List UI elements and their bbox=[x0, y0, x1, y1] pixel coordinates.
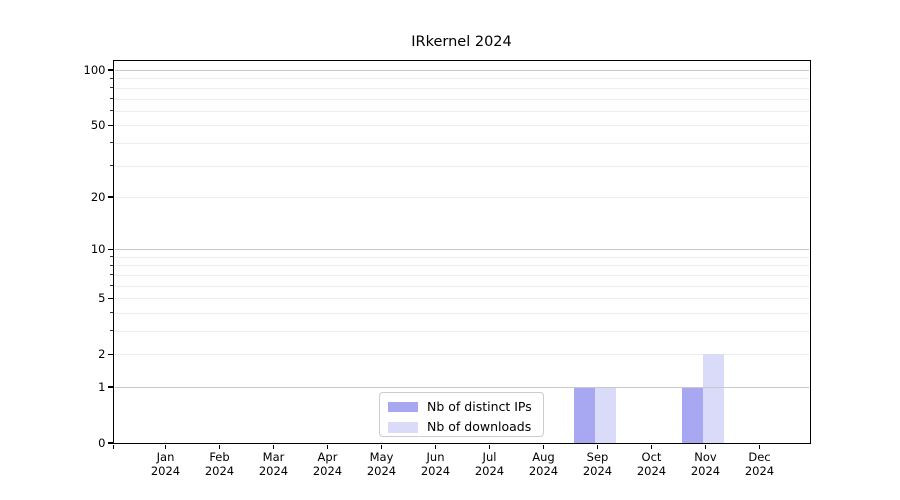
bar bbox=[573, 386, 595, 443]
y-minor-tick bbox=[110, 165, 113, 166]
y-tick-label: 50 bbox=[90, 118, 106, 133]
y-tick-label: 100 bbox=[83, 63, 106, 78]
bar bbox=[595, 386, 617, 443]
gridline-minor bbox=[114, 354, 809, 356]
y-minor-tick bbox=[110, 274, 113, 276]
x-tick bbox=[542, 444, 545, 449]
x-tick-label: Jul 2024 bbox=[474, 450, 505, 478]
x-tick bbox=[596, 444, 599, 449]
x-tick-label: May 2024 bbox=[366, 450, 397, 478]
x-tick bbox=[650, 444, 653, 449]
x-tick-label: Dec 2024 bbox=[744, 450, 775, 478]
gridline-minor bbox=[114, 98, 809, 100]
gridline-minor bbox=[114, 78, 809, 80]
y-tick bbox=[108, 297, 113, 299]
y-minor-tick bbox=[110, 77, 113, 79]
x-tick-label: Feb 2024 bbox=[204, 450, 235, 478]
y-tick-label: 1 bbox=[98, 379, 106, 394]
x-tick-label: Oct 2024 bbox=[636, 450, 667, 478]
gridline-minor bbox=[114, 256, 809, 258]
legend-label-distinct-ips: Nb of distinct IPs bbox=[427, 398, 532, 414]
y-minor-tick bbox=[110, 256, 113, 258]
y-minor-tick bbox=[110, 285, 113, 287]
bar bbox=[703, 354, 725, 443]
chart-title: IRkernel 2024 bbox=[411, 34, 512, 50]
gridline-minor bbox=[114, 110, 809, 112]
gridline-minor bbox=[114, 312, 809, 314]
y-tick-label: 20 bbox=[90, 189, 106, 204]
gridline-minor bbox=[114, 265, 809, 267]
y-tick bbox=[108, 124, 113, 126]
gridline-minor bbox=[114, 274, 809, 276]
x-tick bbox=[272, 444, 275, 449]
y-minor-tick bbox=[110, 110, 113, 112]
y-tick-label: 5 bbox=[98, 291, 106, 306]
legend-label-downloads: Nb of downloads bbox=[427, 419, 532, 434]
x-tick bbox=[434, 444, 437, 449]
legend-item-downloads: Nb of downloads bbox=[380, 417, 543, 438]
x-tick bbox=[326, 444, 329, 449]
y-tick bbox=[108, 442, 113, 444]
x-tick-label: Jun 2024 bbox=[420, 450, 451, 478]
y-minor-tick bbox=[110, 98, 113, 100]
x-tick-label: Nov 2024 bbox=[690, 450, 721, 478]
x-tick bbox=[112, 444, 115, 449]
plot-area bbox=[112, 59, 811, 444]
x-tick-label: Jan 2024 bbox=[150, 450, 181, 478]
y-minor-tick bbox=[110, 142, 113, 144]
gridline-major bbox=[114, 249, 809, 251]
x-tick bbox=[218, 444, 221, 449]
y-tick-label: 10 bbox=[90, 242, 106, 257]
y-tick bbox=[108, 353, 113, 355]
x-tick-label: Apr 2024 bbox=[312, 450, 343, 478]
y-minor-tick bbox=[110, 264, 113, 266]
x-tick bbox=[380, 444, 383, 449]
y-tick-label: 0 bbox=[98, 436, 106, 450]
gridline-major bbox=[114, 386, 809, 388]
x-tick-label: Aug 2024 bbox=[528, 450, 559, 478]
gridline-minor bbox=[114, 330, 809, 332]
y-tick bbox=[108, 248, 113, 250]
y-tick bbox=[108, 69, 113, 71]
x-tick-label: Mar 2024 bbox=[258, 450, 289, 478]
legend-item-distinct-ips: Nb of distinct IPs bbox=[380, 396, 543, 417]
y-tick bbox=[108, 196, 113, 198]
x-tick bbox=[758, 444, 761, 449]
gridline-minor bbox=[114, 125, 809, 127]
gridline-minor bbox=[114, 196, 809, 198]
gridline-minor bbox=[114, 87, 809, 89]
legend: Nb of distinct IPs Nb of downloads bbox=[378, 391, 544, 438]
y-tick-label: 2 bbox=[98, 347, 106, 362]
y-minor-tick bbox=[110, 330, 113, 332]
legend-swatch-distinct-ips-icon bbox=[387, 401, 418, 412]
x-tick bbox=[164, 444, 167, 449]
x-tick-label: Sep 2024 bbox=[582, 450, 613, 478]
x-tick bbox=[488, 444, 491, 449]
y-tick bbox=[108, 386, 113, 388]
y-minor-tick bbox=[110, 87, 113, 89]
y-minor-tick bbox=[110, 312, 113, 314]
gridline-minor bbox=[114, 285, 809, 287]
legend-swatch-downloads-icon bbox=[387, 422, 418, 433]
gridline-minor bbox=[114, 142, 809, 144]
bar bbox=[681, 386, 703, 443]
gridline-minor bbox=[114, 298, 809, 300]
x-tick bbox=[704, 444, 707, 449]
gridline-minor bbox=[114, 165, 809, 167]
gridline-major bbox=[114, 70, 809, 72]
